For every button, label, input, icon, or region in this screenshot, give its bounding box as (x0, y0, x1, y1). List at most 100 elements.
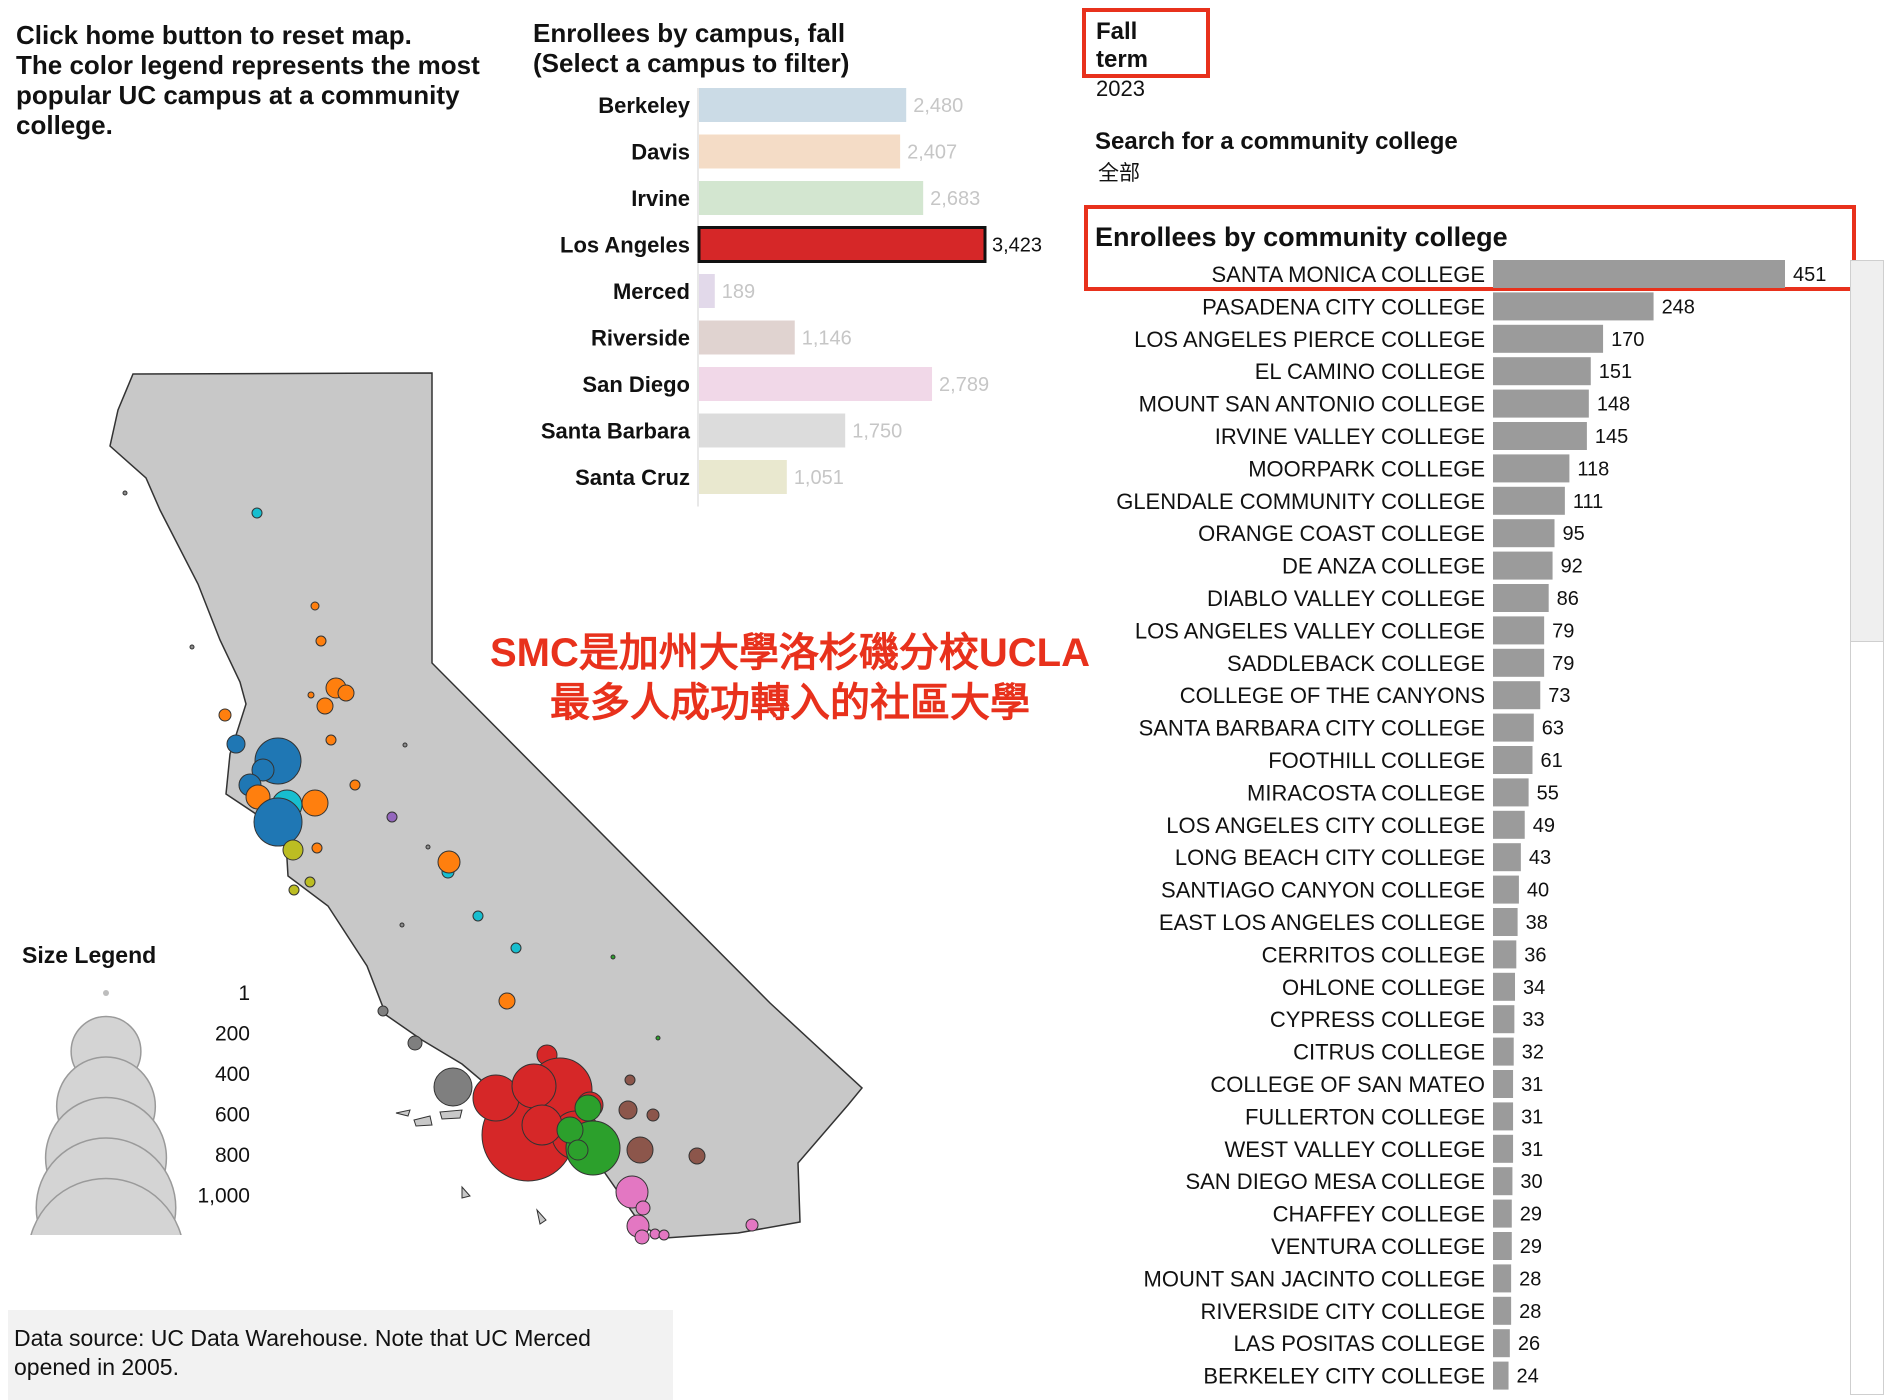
college-marker[interactable] (745, 1218, 759, 1232)
campus-label[interactable]: Merced (613, 279, 690, 304)
college-label[interactable]: SAN DIEGO MESA COLLEGE (1185, 1169, 1485, 1194)
college-bar[interactable] (1493, 1361, 1509, 1390)
college-label[interactable]: FULLERTON COLLEGE (1245, 1104, 1485, 1129)
college-bar[interactable] (1493, 940, 1517, 969)
college-marker[interactable] (521, 1104, 563, 1146)
college-bar[interactable] (1493, 292, 1654, 321)
college-marker[interactable] (253, 797, 303, 847)
campus-bar[interactable] (697, 226, 987, 263)
college-marker[interactable] (325, 734, 337, 746)
college-marker[interactable] (658, 1229, 670, 1241)
college-marker[interactable] (498, 992, 516, 1010)
college-marker[interactable] (377, 1005, 389, 1017)
college-label[interactable]: PASADENA CITY COLLEGE (1202, 294, 1485, 319)
college-marker[interactable] (288, 884, 300, 896)
college-label[interactable]: EL CAMINO COLLEGE (1255, 359, 1485, 384)
college-label[interactable]: LOS ANGELES CITY COLLEGE (1166, 813, 1485, 838)
college-bar[interactable] (1493, 422, 1587, 450)
college-label[interactable]: CHAFFEY COLLEGE (1273, 1202, 1485, 1227)
college-bar[interactable] (1493, 778, 1529, 807)
college-bar[interactable] (1493, 843, 1521, 872)
campus-bar-chart[interactable]: Berkeley 2,480 Davis 2,407 Irvine 2,683 Los An… (520, 88, 1080, 508)
campus-label[interactable]: San Diego (582, 372, 690, 397)
college-marker[interactable] (615, 1175, 649, 1209)
college-label[interactable]: SADDLEBACK COLLEGE (1227, 651, 1485, 676)
college-marker[interactable] (316, 697, 334, 715)
college-label[interactable]: SANTA MONICA COLLEGE (1212, 262, 1485, 287)
fall-term-filter[interactable]: Fall term 2023 (1082, 8, 1210, 101)
college-marker[interactable] (610, 954, 616, 960)
college-marker[interactable] (386, 811, 398, 823)
college-label[interactable]: VENTURA COLLEGE (1271, 1234, 1485, 1259)
campus-label[interactable]: Santa Cruz (575, 465, 690, 490)
college-bar[interactable] (1493, 972, 1516, 1001)
college-bar[interactable] (1493, 616, 1545, 645)
college-bar[interactable] (1493, 875, 1519, 904)
college-label[interactable]: GLENDALE COMMUNITY COLLEGE (1116, 489, 1485, 514)
college-label[interactable]: MOUNT SAN JACINTO COLLEGE (1144, 1266, 1485, 1291)
college-marker[interactable] (624, 1074, 636, 1086)
college-bar[interactable] (1493, 486, 1565, 515)
college-bar[interactable] (1493, 519, 1555, 548)
college-marker[interactable] (437, 850, 461, 874)
scrollbar-thumb[interactable] (1850, 260, 1884, 642)
college-marker[interactable] (472, 910, 484, 922)
college-bar[interactable] (1493, 1264, 1512, 1293)
community-college-bar-chart[interactable]: SANTA MONICA COLLEGE 451 PASADENA CITY COL… (1080, 258, 1850, 1395)
campus-bar[interactable] (699, 181, 924, 215)
college-bar[interactable] (1493, 648, 1545, 677)
college-label[interactable]: ORANGE COAST COLLEGE (1198, 521, 1485, 546)
college-label[interactable]: EAST LOS ANGELES COLLEGE (1159, 910, 1485, 935)
college-marker[interactable] (556, 1116, 584, 1144)
college-marker[interactable] (510, 942, 522, 954)
college-label[interactable]: WEST VALLEY COLLEGE (1225, 1137, 1485, 1162)
college-label[interactable]: SANTIAGO CANYON COLLEGE (1161, 878, 1485, 903)
college-marker[interactable] (310, 601, 320, 611)
college-bar[interactable] (1493, 713, 1534, 742)
college-bar[interactable] (1493, 1134, 1514, 1163)
campus-bar[interactable] (699, 367, 933, 401)
college-marker[interactable] (635, 1200, 651, 1216)
college-marker[interactable] (226, 734, 246, 754)
college-bar[interactable] (1493, 810, 1525, 839)
college-bar[interactable] (1493, 1037, 1514, 1066)
college-marker[interactable] (567, 1139, 589, 1161)
college-bar[interactable] (1493, 1329, 1510, 1358)
campus-bar[interactable] (699, 134, 901, 169)
college-label[interactable]: DIABLO VALLEY COLLEGE (1207, 586, 1485, 611)
college-marker[interactable] (337, 684, 355, 702)
search-input[interactable]: 全部 (1098, 162, 1140, 185)
college-marker[interactable] (399, 922, 405, 928)
college-label[interactable]: CERRITOS COLLEGE (1262, 942, 1485, 967)
college-bar[interactable] (1493, 1232, 1512, 1260)
college-bar[interactable] (1493, 551, 1553, 580)
college-marker[interactable] (251, 507, 263, 519)
fall-term-value[interactable]: 2023 (1096, 76, 1145, 101)
college-label[interactable]: OHLONE COLLEGE (1282, 975, 1485, 1000)
campus-bar[interactable] (699, 460, 787, 494)
college-label[interactable]: LAS POSITAS COLLEGE (1234, 1331, 1485, 1356)
college-bar[interactable] (1493, 584, 1549, 612)
college-marker[interactable] (282, 839, 304, 861)
college-marker[interactable] (433, 1067, 473, 1107)
campus-bar[interactable] (699, 88, 907, 122)
college-bar[interactable] (1493, 746, 1533, 774)
college-bar[interactable] (1493, 1296, 1512, 1325)
college-label[interactable]: COLLEGE OF THE CANYONS (1180, 683, 1485, 708)
college-marker[interactable] (315, 635, 327, 647)
college-marker[interactable] (301, 789, 329, 817)
college-marker[interactable] (307, 691, 315, 699)
college-bar[interactable] (1493, 1102, 1514, 1131)
college-marker[interactable] (402, 742, 408, 748)
college-bar[interactable] (1493, 1005, 1515, 1034)
college-label[interactable]: CYPRESS COLLEGE (1270, 1007, 1485, 1032)
college-marker[interactable] (122, 490, 128, 496)
college-bar[interactable] (1493, 260, 1785, 288)
college-marker[interactable] (634, 1229, 650, 1245)
college-bar[interactable] (1493, 1070, 1514, 1098)
college-label[interactable]: SANTA BARBARA CITY COLLEGE (1139, 716, 1485, 741)
college-marker[interactable] (626, 1136, 654, 1164)
college-marker[interactable] (311, 842, 323, 854)
college-bar[interactable] (1493, 681, 1541, 710)
college-marker[interactable] (304, 876, 316, 888)
